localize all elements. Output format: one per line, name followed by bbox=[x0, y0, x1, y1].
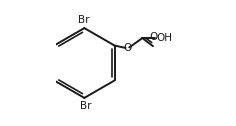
Text: OH: OH bbox=[156, 33, 172, 43]
Text: O: O bbox=[150, 32, 158, 42]
Text: Br: Br bbox=[80, 101, 91, 111]
Text: Br: Br bbox=[78, 15, 89, 25]
Text: O: O bbox=[123, 43, 131, 53]
